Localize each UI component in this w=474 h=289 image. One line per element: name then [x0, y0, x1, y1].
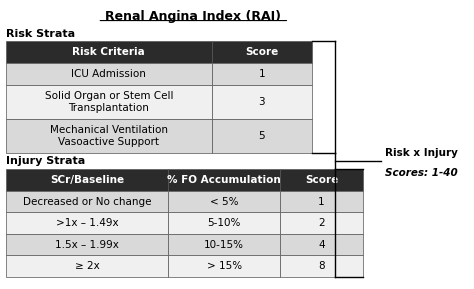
Text: ICU Admission: ICU Admission — [72, 69, 146, 79]
FancyBboxPatch shape — [168, 169, 280, 191]
FancyBboxPatch shape — [280, 212, 363, 234]
Text: Renal Angina Index (RAI): Renal Angina Index (RAI) — [105, 10, 282, 23]
FancyBboxPatch shape — [168, 234, 280, 255]
Text: Solid Organ or Stem Cell
Transplantation: Solid Organ or Stem Cell Transplantation — [45, 91, 173, 113]
FancyBboxPatch shape — [168, 191, 280, 212]
Text: 1: 1 — [318, 197, 325, 207]
Text: >1x – 1.49x: >1x – 1.49x — [56, 218, 118, 228]
FancyBboxPatch shape — [6, 85, 212, 119]
Text: 5-10%: 5-10% — [208, 218, 241, 228]
FancyBboxPatch shape — [6, 63, 212, 85]
FancyBboxPatch shape — [212, 119, 312, 153]
Text: % FO Accumulation: % FO Accumulation — [167, 175, 281, 185]
Text: Mechanical Ventilation
Vasoactive Support: Mechanical Ventilation Vasoactive Suppor… — [50, 125, 168, 147]
FancyBboxPatch shape — [280, 191, 363, 212]
FancyBboxPatch shape — [6, 191, 168, 212]
FancyBboxPatch shape — [6, 41, 212, 63]
Text: 1.5x – 1.99x: 1.5x – 1.99x — [55, 240, 119, 249]
FancyBboxPatch shape — [212, 85, 312, 119]
Text: 1: 1 — [259, 69, 265, 79]
Text: < 5%: < 5% — [210, 197, 238, 207]
FancyBboxPatch shape — [280, 234, 363, 255]
Text: SCr/Baseline: SCr/Baseline — [50, 175, 124, 185]
FancyBboxPatch shape — [212, 63, 312, 85]
FancyBboxPatch shape — [6, 255, 168, 277]
Text: 8: 8 — [318, 261, 325, 271]
Text: Scores: 1-40: Scores: 1-40 — [385, 168, 458, 178]
FancyBboxPatch shape — [6, 119, 212, 153]
Text: Risk x Injury: Risk x Injury — [385, 148, 458, 158]
Text: Risk Criteria: Risk Criteria — [73, 47, 145, 57]
FancyBboxPatch shape — [168, 255, 280, 277]
Text: ≥ 2x: ≥ 2x — [75, 261, 100, 271]
FancyBboxPatch shape — [6, 212, 168, 234]
Text: 4: 4 — [318, 240, 325, 249]
Text: 2: 2 — [318, 218, 325, 228]
Text: Score: Score — [305, 175, 338, 185]
Text: Injury Strata: Injury Strata — [6, 156, 85, 166]
Text: 5: 5 — [259, 131, 265, 141]
FancyBboxPatch shape — [6, 169, 168, 191]
Text: Risk Strata: Risk Strata — [6, 29, 75, 38]
FancyBboxPatch shape — [280, 169, 363, 191]
Text: 10-15%: 10-15% — [204, 240, 244, 249]
Text: Score: Score — [246, 47, 279, 57]
FancyBboxPatch shape — [6, 234, 168, 255]
FancyBboxPatch shape — [168, 212, 280, 234]
Text: 3: 3 — [259, 97, 265, 107]
FancyBboxPatch shape — [280, 255, 363, 277]
Text: Decreased or No change: Decreased or No change — [23, 197, 151, 207]
Text: > 15%: > 15% — [207, 261, 242, 271]
FancyBboxPatch shape — [212, 41, 312, 63]
